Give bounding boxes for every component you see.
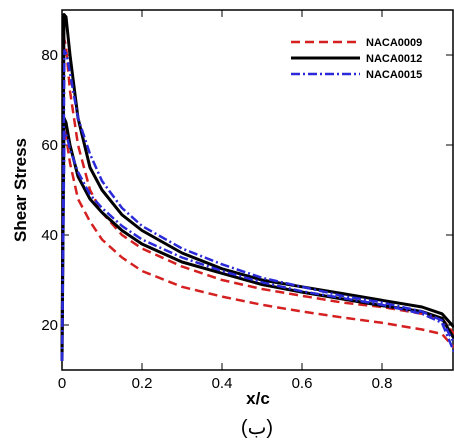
y-axis-label: Shear Stress	[11, 138, 30, 242]
legend-label-naca0009: NACA0009	[366, 37, 422, 49]
x-tick-label: 0.2	[132, 375, 153, 392]
series-line-naca0015-lower	[60, 130, 454, 362]
series-line-naca0015-upper	[60, 49, 454, 362]
legend: NACA0009 NACA0012 NACA0015	[291, 37, 422, 81]
series-line-naca0009-upper	[60, 35, 454, 362]
y-tick-label: 20	[41, 317, 58, 334]
x-axis-label: x/c	[246, 389, 270, 408]
figure-caption: (ب)	[241, 417, 273, 439]
series-line-naca0009-lower	[60, 125, 454, 362]
y-tick-label: 80	[41, 47, 58, 64]
series-line-naca0012-upper	[60, 13, 454, 362]
y-tick-label: 60	[41, 137, 58, 154]
x-tick-label: 0.8	[372, 375, 393, 392]
y-tick-label: 40	[41, 227, 58, 244]
x-tick-label: 0	[58, 375, 66, 392]
x-tick-label: 0.6	[292, 375, 313, 392]
legend-label-naca0015: NACA0015	[366, 69, 422, 81]
legend-label-naca0012: NACA0012	[366, 53, 422, 65]
series-layer	[60, 13, 454, 362]
plot-area: 0 0.2 0.4 0.6 0.8 20 40 60 80	[41, 9, 454, 392]
series-line-naca0012-lower	[60, 116, 454, 362]
x-tick-label: 0.4	[212, 375, 233, 392]
axis-ticks: 0 0.2 0.4 0.6 0.8 20 40 60 80	[41, 10, 453, 392]
